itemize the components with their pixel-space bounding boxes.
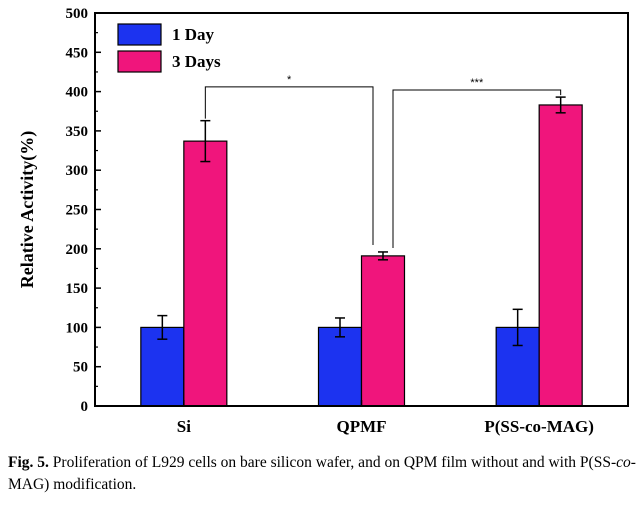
y-tick-label-2: 100 xyxy=(66,320,89,336)
bar-chart: 0 50 100 150 200 250 300 350 400 450 500 Si QPMF P(SS… xyxy=(17,6,629,436)
bar-1-0 xyxy=(183,140,228,407)
y-tick-label-3: 150 xyxy=(66,281,89,297)
bar-0-0 xyxy=(140,326,185,407)
caption-label: Fig. 5. xyxy=(8,454,49,471)
significance-bracket-1 xyxy=(392,89,562,248)
y-tick-label-9: 450 xyxy=(66,45,89,61)
caption-text: Proliferation of L929 cells on bare sili… xyxy=(48,454,617,471)
bar-1-2 xyxy=(538,104,583,407)
x-tick-label-1: QPMF xyxy=(336,417,386,436)
y-tick-label-7: 350 xyxy=(66,124,89,140)
x-tick-label-0: Si xyxy=(177,417,191,436)
y-tick-label-5: 250 xyxy=(66,203,89,219)
chart-canvas: 0 50 100 150 200 250 300 350 400 450 500 Si QPMF P(SS… xyxy=(17,6,629,436)
significance-label-0: * xyxy=(287,74,292,86)
significance-label-1: *** xyxy=(470,77,484,89)
caption-text-end: -MAG) modification. xyxy=(8,454,636,493)
legend-swatch-0 xyxy=(117,23,162,46)
bar-0-1 xyxy=(317,326,363,407)
y-tick-label-10: 500 xyxy=(66,6,89,22)
y-tick-label-1: 50 xyxy=(73,360,88,376)
legend-label-1: 3 Days xyxy=(172,52,221,71)
y-tick-label-8: 400 xyxy=(66,85,89,101)
y-tick-label-4: 200 xyxy=(66,242,89,258)
legend-swatch-1 xyxy=(117,50,162,73)
legend-label-0: 1 Day xyxy=(172,25,215,44)
y-axis-title: Relative Activity(%) xyxy=(17,131,38,288)
caption-italic: co xyxy=(616,454,631,471)
x-tick-label-2: P(SS-co-MAG) xyxy=(484,417,594,436)
significance-bracket-0 xyxy=(204,86,374,245)
y-tick-label-6: 300 xyxy=(66,163,89,179)
figure-caption: Fig. 5. Proliferation of L929 cells on b… xyxy=(8,452,640,496)
bar-1-1 xyxy=(360,255,406,407)
y-tick-label-0: 0 xyxy=(81,399,89,415)
